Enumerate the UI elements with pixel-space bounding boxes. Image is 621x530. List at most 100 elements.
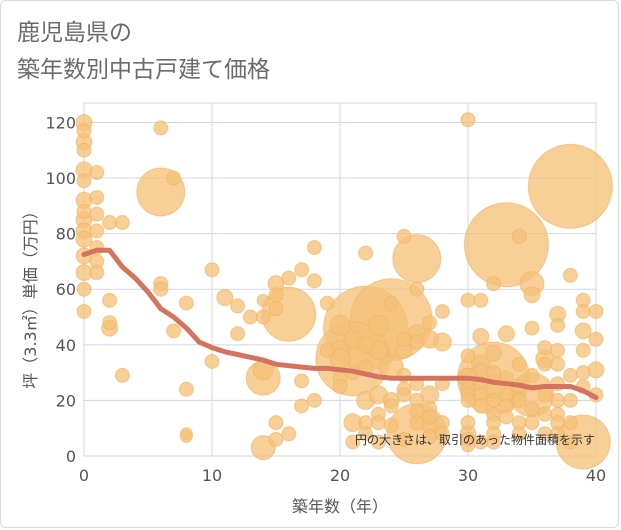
bubble-point bbox=[75, 230, 93, 248]
bubble-point bbox=[550, 356, 566, 372]
bubble-point bbox=[422, 409, 438, 425]
chart-title: 鹿児島県の 築年数別中古戸建て価格 bbox=[17, 15, 270, 89]
bubble-point bbox=[216, 289, 234, 307]
bubble-point bbox=[242, 309, 258, 325]
bubble-point bbox=[76, 142, 92, 158]
y-tick-label: 120 bbox=[45, 113, 76, 132]
size-annotation: 円の大きさは、取引のあった物件面積を示す bbox=[355, 432, 595, 447]
bubble-point bbox=[306, 273, 322, 289]
bubble-point bbox=[527, 143, 613, 229]
bubble-point bbox=[89, 206, 105, 222]
bubble-point bbox=[204, 353, 220, 369]
bubble-point bbox=[114, 215, 130, 231]
bubble-point bbox=[550, 317, 566, 333]
bubble-point bbox=[306, 240, 322, 256]
bubble-point bbox=[179, 430, 193, 444]
bubble-point bbox=[76, 281, 92, 297]
bubble-point bbox=[178, 381, 194, 397]
bubble-point bbox=[294, 262, 310, 278]
bubble-point bbox=[524, 415, 540, 431]
bubble-point bbox=[511, 426, 527, 442]
bubble-point bbox=[524, 367, 540, 383]
bubble-point bbox=[588, 331, 604, 347]
y-tick-label: 20 bbox=[56, 391, 76, 410]
bubble-point bbox=[524, 320, 540, 336]
bubble-point bbox=[473, 362, 489, 378]
bubble-point bbox=[422, 315, 438, 331]
bubble-point bbox=[294, 373, 310, 389]
bubble-point bbox=[486, 276, 502, 292]
bubble-point bbox=[498, 409, 514, 425]
bubble-point bbox=[550, 426, 566, 442]
bubble-point bbox=[281, 270, 297, 286]
bubble-point bbox=[588, 303, 604, 319]
bubble-point bbox=[268, 287, 284, 303]
bubble-point bbox=[486, 434, 502, 450]
bubble-point bbox=[460, 415, 476, 431]
bubble-point bbox=[268, 301, 284, 317]
bubble-point bbox=[256, 293, 270, 307]
y-tick-label: 60 bbox=[56, 280, 76, 299]
bubble-point bbox=[562, 367, 578, 383]
bubble-point bbox=[434, 303, 450, 319]
bubble-point bbox=[76, 303, 92, 319]
bubble-point bbox=[523, 286, 541, 304]
y-tick-label: 40 bbox=[56, 336, 76, 355]
bubble-point bbox=[367, 314, 389, 336]
bubble-point bbox=[460, 112, 476, 128]
bubble-point bbox=[383, 417, 399, 433]
bubble-point bbox=[370, 434, 386, 450]
x-tick-label: 0 bbox=[79, 466, 89, 485]
x-tick-label: 30 bbox=[458, 466, 478, 485]
bubble-point bbox=[537, 356, 553, 372]
bubble-point bbox=[396, 387, 412, 403]
bubble-point bbox=[306, 392, 322, 408]
bubble-point bbox=[153, 281, 169, 297]
bubble-point bbox=[575, 303, 591, 319]
bubble-point bbox=[332, 379, 348, 395]
bubble-point bbox=[486, 392, 502, 408]
bubble-point bbox=[434, 426, 450, 442]
y-tick-label: 80 bbox=[56, 225, 76, 244]
bubble-point bbox=[76, 123, 92, 139]
x-tick-label: 10 bbox=[202, 466, 222, 485]
bubble-point bbox=[486, 365, 502, 381]
bubble-point bbox=[463, 202, 549, 288]
bubble-point bbox=[383, 295, 399, 311]
bubble-point bbox=[460, 392, 476, 408]
bubble-point bbox=[409, 334, 425, 350]
bubble-point bbox=[497, 325, 515, 343]
bubble-point bbox=[574, 322, 592, 340]
bubble-point bbox=[550, 392, 566, 408]
bubble-point bbox=[562, 434, 578, 450]
bubble-point bbox=[550, 342, 566, 358]
bubble-point bbox=[230, 298, 246, 314]
bubble-point bbox=[102, 215, 118, 231]
x-tick-label: 20 bbox=[330, 466, 350, 485]
bubble-point bbox=[562, 267, 578, 283]
bubble-point bbox=[460, 348, 476, 364]
bubble-point bbox=[511, 228, 527, 244]
bubble-point bbox=[281, 426, 297, 442]
bubble-point bbox=[178, 295, 194, 311]
bubble-point bbox=[102, 315, 118, 331]
bubble-point bbox=[357, 336, 375, 354]
bubble-point bbox=[89, 223, 105, 239]
y-tick-label: 0 bbox=[66, 447, 76, 466]
bubble-point bbox=[537, 406, 553, 422]
bubble-point bbox=[432, 332, 452, 352]
bubble-point bbox=[562, 415, 578, 431]
bubble-point bbox=[575, 365, 591, 381]
bubble-point bbox=[255, 309, 271, 325]
bubble-point bbox=[358, 245, 374, 261]
chart-title-line-1: 鹿児島県の bbox=[17, 20, 132, 46]
bubble-point bbox=[166, 323, 182, 339]
bubble-point bbox=[153, 120, 169, 136]
y-tick-label: 100 bbox=[45, 169, 76, 188]
bubble-point bbox=[114, 367, 130, 383]
bubble-point bbox=[358, 426, 374, 442]
y-axis-label: 坪（3.3㎡）単価（万円） bbox=[21, 203, 40, 388]
bubble-point bbox=[460, 292, 476, 308]
bubble-point bbox=[511, 392, 527, 408]
bubble-point bbox=[294, 398, 310, 414]
